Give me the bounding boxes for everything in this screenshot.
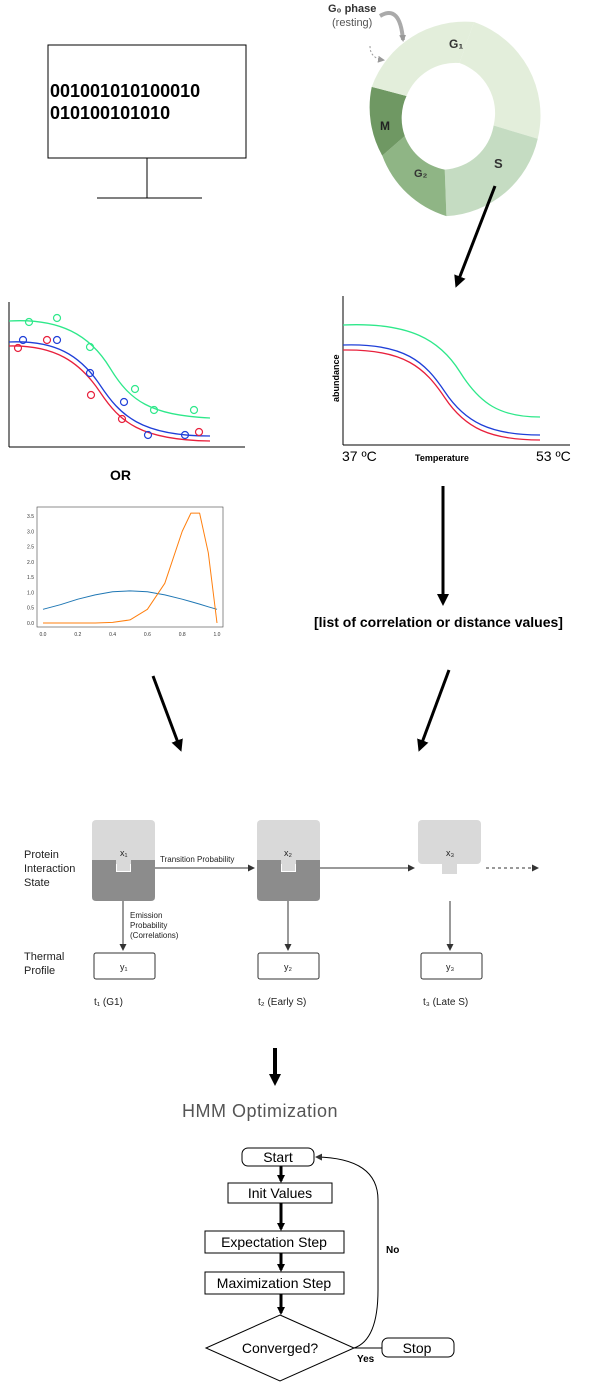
state-x2: x₂ [257,820,320,901]
chart-series-line-0 [42,590,218,610]
observation-y2 [257,952,320,980]
distribution-chart: 0.0 0.2 0.4 0.6 0.8 1.0 0.0 0.5 1.0 1.5 2.0 2.5 3.0 3… [27,506,224,638]
g0-arrow-in [369,45,385,63]
maximization-label: Maximization Step [217,1275,332,1291]
observation-y1 [93,952,156,980]
t1-label: t₁ (G1) [94,997,123,1008]
g2-segment [382,136,447,217]
hmm-diagram: Protein Interaction State Thermal Profil… [24,820,539,1008]
x3-label: x₃ [446,848,455,858]
state-label-3: State [24,877,50,889]
y1-label: y₁ [120,962,128,972]
arrow-left-converge [151,675,183,752]
g1-segment [459,22,541,139]
arrow-right-converge [417,669,451,752]
m-label: M [380,119,390,133]
chart-y-tick-1: 0.5 [27,606,34,612]
x2-label: x₂ [284,848,293,858]
no-label: No [386,1245,399,1256]
stop-label: Stop [403,1340,432,1356]
start-label: Start [263,1149,293,1165]
chart-y-tick-0: 0.0 [27,621,34,627]
chart-y-tick-6: 3.0 [27,529,34,535]
no-loop-arrow [315,1153,379,1349]
thermal-x-end: 53 ºC [536,448,571,464]
list-label: [list of correlation or distance values] [314,614,563,630]
computer-monitor: 001001010100010 010100101010 [47,44,247,199]
g0-phase-label: G₀ phase [328,3,376,15]
yes-label: Yes [357,1354,375,1365]
optimization-title: HMM Optimization [182,1101,338,1121]
transition-label: Transition Probability [160,855,234,864]
start-node [241,1147,315,1167]
thermal-blue-curve [342,344,541,436]
left-blue-curve [8,341,211,437]
observation-y3 [420,952,483,980]
converged-label: Converged? [242,1340,318,1356]
chart-x-tick-2: 0.4 [109,632,116,638]
converged-node [204,1314,356,1382]
m-segment [369,86,407,156]
y2-label: y₂ [284,962,293,972]
left-curve-plot [8,302,245,448]
expectation-node [204,1230,345,1254]
emission-label-1: Emission [130,911,162,920]
g0-resting-note: (resting) [332,17,372,29]
chart-series-line-1 [43,512,218,624]
binary-line-2: 010100101010 [50,103,170,123]
emission-label-3: (Correlations) [130,931,179,940]
x1-label: x₁ [120,848,128,858]
g1-label: G₁ [449,37,463,51]
stop-node [381,1337,455,1358]
t2-label: t₂ (Early S) [258,997,306,1008]
init-label: Init Values [248,1185,312,1201]
maximization-node [204,1271,345,1295]
state-label-2: Interaction [24,863,75,875]
s-segment [444,125,538,217]
chart-y-tick-4: 2.0 [27,560,34,566]
thermal-x-start: 37 ºC [342,448,377,464]
state-label-1: Protein [24,849,59,861]
expectation-label: Expectation Step [221,1234,327,1250]
profile-label-1: Thermal [24,951,64,963]
chart-x-tick-4: 0.8 [179,632,186,638]
thermal-ylabel: abundance [331,354,341,402]
chart-x-tick-5: 1.0 [214,632,221,638]
thermal-plot: abundance Temperature 37 ºC 53 ºC [331,296,571,464]
g2-label: G₂ [414,168,428,180]
emission-label-2: Probability [130,921,167,930]
chart-y-tick-5: 2.5 [27,545,34,551]
g0-arrow-out [378,11,407,42]
binary-line-1: 001001010100010 [50,81,200,101]
state-x3: x₃ [418,820,481,874]
state-x1: x₁ [92,820,155,901]
chart-y-tick-7: 3.5 [27,514,34,520]
g0-segment [371,21,474,96]
chart-y-tick-2: 1.0 [27,590,34,596]
left-red-curve [8,345,211,442]
chart-x-tick-1: 0.2 [74,632,81,638]
left-green-curve [8,320,211,419]
thermal-green-curve [342,324,541,418]
profile-label-2: Profile [24,965,55,977]
chart-x-tick-3: 0.6 [144,632,151,638]
chart-frame [36,506,224,628]
y3-label: y₃ [446,962,455,972]
t3-label: t₃ (Late S) [423,997,468,1008]
em-flowchart: Start Init Values Expectation Step Maxim… [204,1147,455,1382]
or-label: OR [110,467,131,483]
chart-y-tick-3: 1.5 [27,575,34,581]
thermal-red-curve [342,349,541,441]
cell-cycle-ring: G₁ S G₂ M G₀ phase (resting) [328,3,541,217]
arrow-cycle-to-plot [454,185,497,288]
thermal-xlabel: Temperature [415,453,469,463]
s-label: S [494,156,503,171]
chart-x-tick-0: 0.0 [40,632,47,638]
